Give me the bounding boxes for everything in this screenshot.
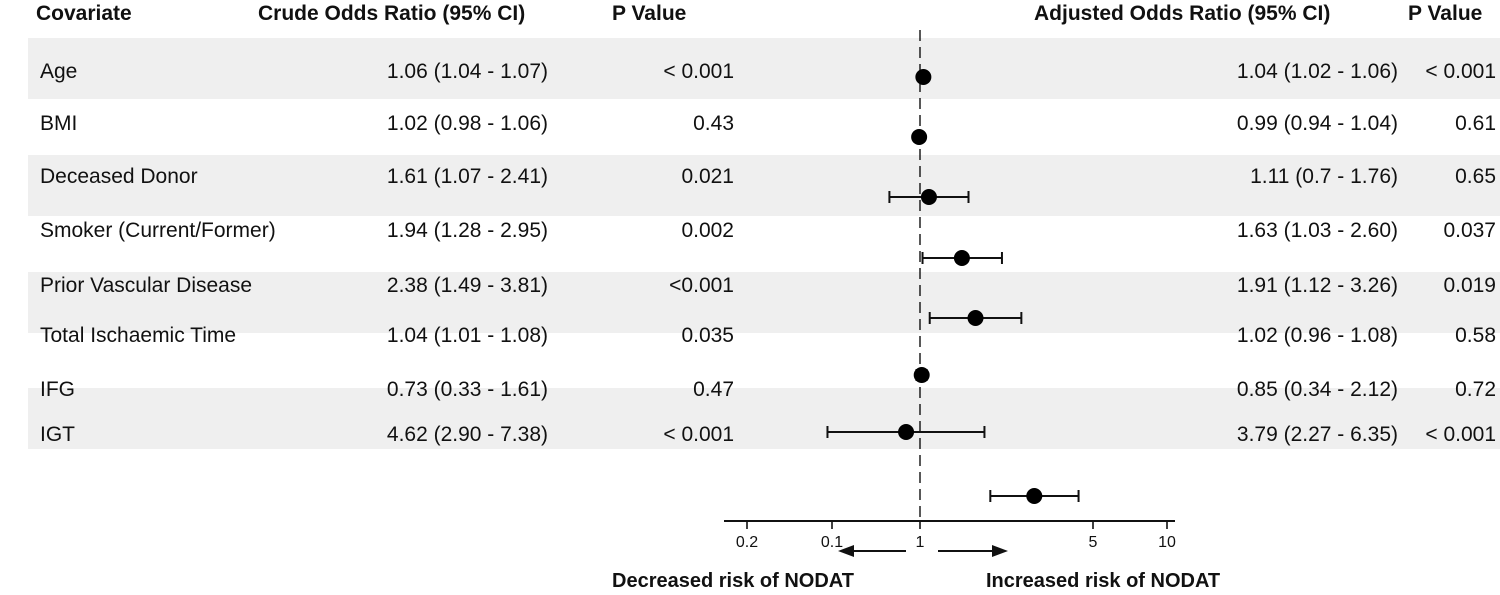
p-value-crude-cell: < 0.001	[663, 60, 734, 83]
odds-ratio-point	[911, 129, 928, 145]
crude-odds-ratio-cell: 1.61 (1.07 - 2.41)	[386, 164, 548, 188]
table-row: Age 1.06 (1.04 - 1.07) < 0.001 1.04 (1.02 -…	[28, 38, 1500, 99]
p-value-adjusted-cell: 0.58	[1455, 324, 1496, 347]
p-value-adjusted-cell: 0.72	[1455, 378, 1496, 402]
table-row: IFG 0.73 (0.33 - 1.61) 0.47 0.85 (0.34 - 2.…	[28, 378, 1500, 450]
increased-arrow-head	[992, 545, 1008, 557]
p-value-adjusted-cell: < 0.001	[1425, 422, 1496, 446]
covariate-cell: Total Ischaemic Time	[40, 324, 237, 347]
x-tick-label: 0.2	[736, 534, 758, 551]
odds-ratio-point	[913, 367, 930, 383]
header-crude-odds-ratio: Crude Odds Ratio (95% CI)	[258, 2, 526, 25]
crude-odds-ratio-cell: 0.73 (0.33 - 1.61)	[386, 378, 548, 402]
odds-ratio-point	[915, 69, 932, 85]
decreased-risk-label: Decreased risk of NODAT	[612, 570, 854, 592]
adjusted-odds-ratio-cell: 1.04 (1.02 - 1.06)	[1236, 60, 1398, 83]
adjusted-odds-ratio-cell: 0.85 (0.34 - 2.12)	[1236, 378, 1398, 402]
odds-ratio-point	[898, 424, 915, 440]
table-row: BMI 1.02 (0.98 - 1.06) 0.43 0.99 (0.94 - 1.…	[28, 96, 1500, 157]
covariate-cell: Prior Vascular Disease	[40, 273, 253, 297]
table-row: IGT 4.62 (2.90 - 7.38) < 0.001 3.79 (2.27 -…	[28, 423, 1500, 508]
odds-ratio-point	[1026, 488, 1043, 504]
x-tick-label: 5	[1089, 534, 1098, 551]
adjusted-odds-ratio-cell: 1.11 (0.7 - 1.76)	[1250, 164, 1398, 188]
crude-odds-ratio-cell: 1.94 (1.28 - 2.95)	[386, 219, 548, 243]
adjusted-odds-ratio-cell: 3.79 (2.27 - 6.35)	[1236, 422, 1398, 446]
x-tick-label: 10	[1158, 534, 1176, 551]
x-tick-label: 0.1	[821, 534, 843, 551]
p-value-crude-cell: <0.001	[669, 273, 734, 297]
odds-ratio-point	[953, 250, 970, 266]
covariate-cell: Smoker (Current/Former)	[40, 219, 276, 243]
header-p-value-crude: P Value	[612, 2, 687, 25]
crude-odds-ratio-cell: 2.38 (1.49 - 3.81)	[386, 273, 548, 297]
p-value-crude-cell: 0.43	[693, 112, 734, 136]
adjusted-odds-ratio-cell: 1.02 (0.96 - 1.08)	[1236, 324, 1398, 347]
p-value-crude-cell: 0.035	[681, 324, 734, 347]
table-row: Smoker (Current/Former) 1.94 (1.28 - 2.95…	[28, 213, 1500, 274]
p-value-adjusted-cell: 0.037	[1443, 219, 1496, 243]
table-row: Deceased Donor 1.61 (1.07 - 2.41) 0.021 1.1…	[28, 154, 1500, 216]
odds-ratio-point	[920, 189, 937, 205]
p-value-adjusted-cell: < 0.001	[1425, 60, 1496, 83]
table-row: Prior Vascular Disease 2.38 (1.49 - 3.81)…	[28, 271, 1500, 333]
p-value-crude-cell: 0.021	[681, 164, 734, 188]
header-covariate: Covariate	[36, 2, 132, 25]
crude-odds-ratio-cell: 1.02 (0.98 - 1.06)	[386, 112, 548, 136]
x-tick-label: 1	[916, 534, 925, 551]
adjusted-odds-ratio-cell: 0.99 (0.94 - 1.04)	[1236, 112, 1398, 136]
adjusted-odds-ratio-cell: 1.63 (1.03 - 2.60)	[1236, 219, 1398, 243]
increased-risk-label: Increased risk of NODAT	[986, 570, 1221, 592]
p-value-adjusted-cell: 0.019	[1443, 273, 1496, 297]
crude-odds-ratio-cell: 4.62 (2.90 - 7.38)	[386, 422, 548, 446]
crude-odds-ratio-cell: 1.06 (1.04 - 1.07)	[386, 60, 548, 83]
header-p-value-adjusted: P Value	[1408, 2, 1483, 25]
p-value-adjusted-cell: 0.65	[1455, 164, 1496, 188]
p-value-crude-cell: 0.002	[681, 219, 734, 243]
crude-odds-ratio-cell: 1.04 (1.01 - 1.08)	[386, 324, 548, 347]
covariate-cell: Deceased Donor	[40, 164, 198, 188]
covariate-cell: BMI	[40, 112, 78, 136]
p-value-crude-cell: 0.47	[693, 378, 734, 402]
odds-ratio-point	[967, 310, 984, 326]
header-adjusted-odds-ratio: Adjusted Odds Ratio (95% CI)	[1034, 2, 1331, 25]
covariate-cell: IFG	[40, 378, 75, 402]
p-value-crude-cell: < 0.001	[663, 422, 734, 446]
covariate-cell: Age	[40, 60, 78, 83]
p-value-adjusted-cell: 0.61	[1455, 112, 1496, 136]
adjusted-odds-ratio-cell: 1.91 (1.12 - 3.26)	[1236, 273, 1398, 297]
covariate-cell: IGT	[40, 422, 75, 446]
decreased-arrow-head	[838, 545, 854, 557]
table-row: Total Ischaemic Time 1.04 (1.01 - 1.08) 0.…	[28, 324, 1500, 391]
